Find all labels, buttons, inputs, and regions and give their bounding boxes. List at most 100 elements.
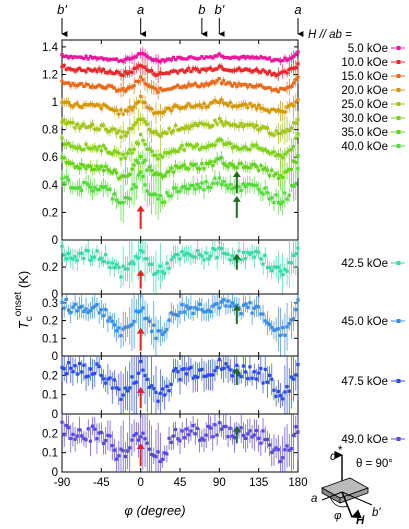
- data-point: [289, 183, 294, 188]
- panel-4-ytick-label-2: 0.2: [42, 428, 58, 440]
- data-point: [204, 68, 208, 72]
- data-point: [123, 267, 127, 271]
- data-point: [287, 104, 291, 108]
- data-point: [228, 56, 232, 60]
- legend-label-10-0-kOe: 10.0 kOe: [341, 57, 388, 69]
- data-point: [156, 59, 160, 63]
- data-point: [119, 88, 123, 92]
- data-point: [237, 124, 241, 128]
- data-point: [263, 186, 267, 190]
- data-point: [193, 306, 197, 310]
- data-point: [95, 127, 99, 131]
- data-point: [143, 65, 147, 69]
- legend-marker: [396, 319, 401, 323]
- data-point: [75, 122, 79, 126]
- data-point: [252, 85, 256, 89]
- data-point: [241, 102, 245, 106]
- data-point: [289, 167, 294, 172]
- data-point: [104, 70, 108, 75]
- data-point: [204, 310, 208, 314]
- data-point: [71, 305, 75, 309]
- data-point: [237, 373, 241, 377]
- data-point: [184, 104, 189, 108]
- panel-3: 0 0.1 0.2: [42, 355, 300, 421]
- data-point: [134, 185, 138, 189]
- data-point: [130, 85, 134, 89]
- data-point: [184, 186, 189, 191]
- series-49-0-kOe: [60, 414, 300, 472]
- data-point: [154, 129, 158, 134]
- data-point: [136, 173, 141, 177]
- data-point: [174, 85, 178, 89]
- data-point: [110, 197, 114, 201]
- data-point: [163, 71, 167, 76]
- data-point: [296, 362, 300, 367]
- data-point: [193, 82, 197, 86]
- data-point: [171, 255, 176, 259]
- data-point: [112, 323, 117, 327]
- data-point: [160, 111, 165, 115]
- data-point: [200, 308, 204, 312]
- data-point: [289, 147, 294, 152]
- data-point: [97, 311, 101, 315]
- data-point: [243, 257, 248, 261]
- data-point: [99, 56, 103, 60]
- data-point: [241, 433, 245, 438]
- data-point: [158, 153, 162, 157]
- data-point: [274, 328, 278, 332]
- x-tick-label-3: 45: [174, 477, 187, 489]
- data-point: [204, 161, 208, 165]
- data-point: [250, 250, 254, 255]
- data-point: [174, 164, 178, 168]
- data-point: [189, 429, 193, 433]
- data-point: [165, 151, 169, 155]
- data-point: [145, 105, 149, 109]
- data-point: [106, 150, 110, 155]
- data-point: [167, 266, 171, 270]
- data-point: [104, 127, 108, 131]
- data-point: [84, 142, 88, 146]
- data-point: [274, 446, 278, 450]
- data-point: [281, 156, 285, 160]
- data-point: [117, 151, 121, 155]
- data-point: [200, 181, 204, 185]
- data-point: [112, 448, 117, 452]
- data-point: [193, 67, 197, 71]
- data-point: [274, 265, 278, 269]
- data-point: [88, 439, 93, 443]
- data-point: [112, 71, 117, 76]
- data-point: [121, 449, 125, 453]
- legend-label-20-0-kOe: 20.0 kOe: [341, 85, 388, 97]
- data-point: [82, 68, 86, 73]
- data-point: [143, 142, 147, 147]
- data-point: [95, 303, 99, 307]
- data-point: [276, 176, 280, 180]
- data-point: [246, 68, 250, 72]
- data-point: [139, 51, 143, 56]
- data-point: [169, 69, 173, 74]
- a-axis-line: [321, 491, 343, 501]
- data-point: [136, 256, 141, 260]
- data-point: [224, 163, 228, 167]
- data-point: [141, 117, 145, 121]
- data-point: [169, 130, 173, 135]
- data-point: [292, 104, 296, 108]
- data-point: [215, 433, 219, 437]
- data-point: [230, 301, 235, 305]
- data-point: [77, 362, 82, 366]
- data-point: [169, 87, 173, 91]
- data-point: [149, 329, 154, 333]
- data-point: [208, 101, 213, 105]
- panel-4: 0 0.1 0.2: [42, 413, 300, 479]
- legend-title: H // ab =: [308, 29, 352, 41]
- data-point: [272, 150, 276, 154]
- data-point: [64, 257, 68, 261]
- data-point: [88, 68, 93, 72]
- data-point: [261, 68, 265, 72]
- data-point: [259, 190, 263, 194]
- data-point: [287, 167, 291, 171]
- data-point: [267, 197, 272, 201]
- data-point: [73, 102, 77, 107]
- data-point: [281, 129, 285, 133]
- data-point: [106, 319, 110, 323]
